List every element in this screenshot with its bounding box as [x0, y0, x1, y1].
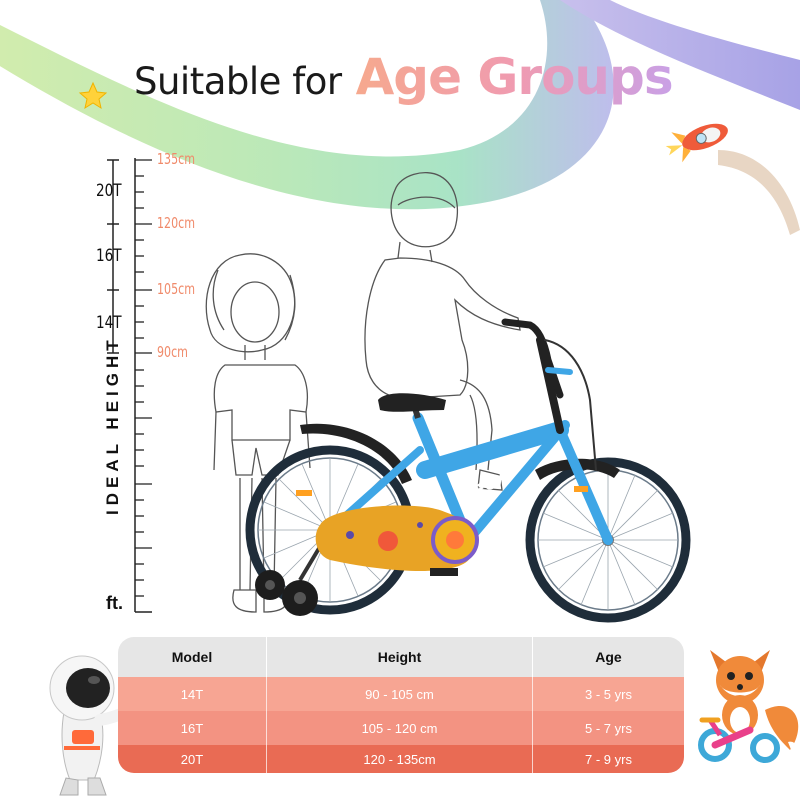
cell-age: 3 - 5 yrs: [532, 677, 684, 711]
ideal-height-label: IDEAL HEIGHT: [103, 335, 122, 515]
rear-fender: [300, 423, 412, 484]
title-prefix: Suitable for: [134, 60, 342, 103]
fox-on-tricycle-icon: [698, 650, 799, 763]
cell-age: 5 - 7 yrs: [532, 711, 684, 745]
bike-pedal: [430, 568, 458, 576]
page-title: Suitable for Age Groups: [134, 48, 674, 118]
front-fender: [535, 458, 620, 480]
bike-handlebar: [501, 318, 597, 471]
model-label-14t: 14T: [96, 313, 122, 333]
table-row: 16T 105 - 120 cm 5 - 7 yrs: [118, 711, 684, 745]
header-height: Height: [266, 637, 532, 677]
table-row: 20T 120 - 135cm 7 - 9 yrs: [118, 745, 684, 773]
unit-label: ft.: [106, 593, 123, 613]
size-table: Model Height Age 14T 90 - 105 cm 3 - 5 y…: [118, 637, 684, 773]
chain-guard: [315, 505, 479, 572]
rocket-icon: [665, 123, 728, 163]
cell-model: 16T: [180, 720, 204, 736]
model-label-20t: 20T: [96, 181, 122, 201]
rainbow-arc: [0, 0, 614, 210]
height-ruler: [107, 158, 152, 613]
cm-label-90: 90cm: [157, 343, 188, 361]
table-row: 14T 90 - 105 cm 3 - 5 yrs: [118, 677, 684, 711]
header-age: Age: [532, 637, 684, 677]
star-icon: [78, 81, 108, 110]
cell-height: 90 - 105 cm: [266, 677, 532, 711]
bike-seat: [378, 393, 446, 419]
table-header-row: Model Height Age: [118, 637, 684, 677]
rocket-trail: [718, 150, 800, 235]
cell-model: 20T: [180, 751, 204, 767]
header-model: Model: [171, 649, 213, 665]
purple-band: [560, 0, 800, 110]
front-reflector: [574, 486, 588, 492]
cell-age: 7 - 9 yrs: [532, 745, 684, 773]
cm-label-105: 105cm: [157, 280, 195, 298]
cm-label-135: 135cm: [157, 150, 195, 168]
bicycle: HIFOX: [245, 318, 691, 623]
cell-height: 105 - 120 cm: [266, 711, 532, 745]
cell-model: 14T: [180, 686, 204, 702]
model-label-16t: 16T: [96, 246, 122, 266]
rear-reflector: [296, 490, 312, 496]
title-highlight: Age Groups: [355, 48, 674, 106]
cm-label-120: 120cm: [157, 214, 195, 232]
cell-height: 120 - 135cm: [266, 745, 532, 773]
